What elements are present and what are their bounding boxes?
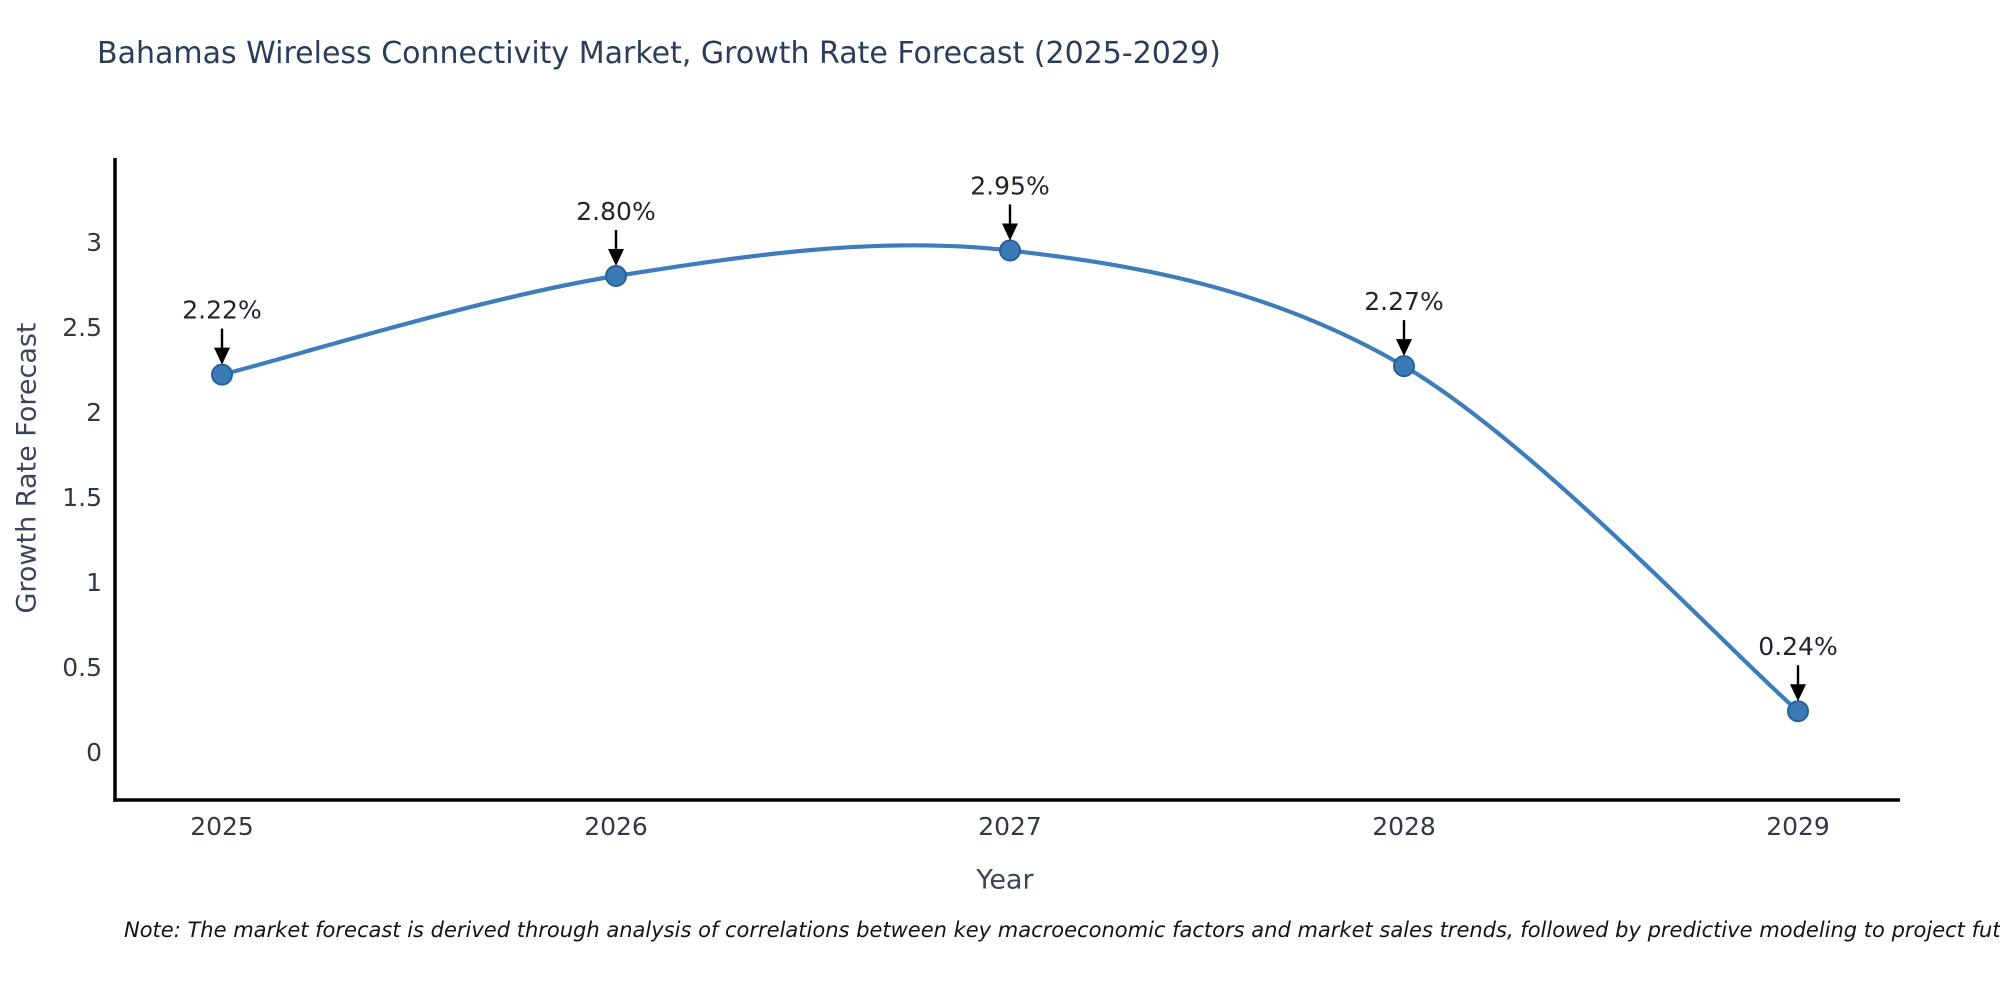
data-point-marker (1787, 700, 1809, 723)
y-tick-label: 1 (86, 568, 102, 597)
x-tick-label: 2029 (1766, 812, 1830, 841)
footnote: Note: The market forecast is derived thr… (124, 918, 2000, 942)
x-tick-label: 2026 (584, 812, 648, 841)
y-tick-label: 3 (86, 228, 102, 257)
point-value-label: 0.24% (1758, 632, 1837, 661)
y-tick-label: 2 (86, 398, 102, 427)
annotation-arrow-head (1396, 339, 1412, 357)
annotation-arrow-head (214, 347, 230, 365)
data-point-marker (605, 265, 627, 287)
x-axis-title: Year (976, 864, 1034, 896)
point-value-label: 2.80% (576, 197, 655, 226)
data-point-marker (211, 363, 233, 386)
annotation-arrow-head (1002, 223, 1018, 241)
y-tick-label: 0.5 (62, 653, 102, 682)
y-tick-label: 2.5 (62, 313, 102, 342)
x-tick-label: 2027 (978, 812, 1042, 841)
x-tick-label: 2025 (190, 812, 254, 841)
forecast-line (219, 243, 1801, 714)
data-point-marker (999, 239, 1021, 262)
point-value-label: 2.27% (1364, 287, 1443, 316)
point-value-label: 2.95% (970, 172, 1049, 201)
chart-title: Bahamas Wireless Connectivity Market, Gr… (97, 36, 1221, 71)
point-value-label: 2.22% (182, 296, 261, 325)
y-tick-label: 0 (86, 738, 102, 767)
annotation-arrow-head (608, 249, 624, 266)
data-point-marker (1393, 355, 1415, 378)
y-tick-label: 1.5 (62, 483, 102, 512)
x-tick-label: 2028 (1372, 812, 1436, 841)
annotation-arrow-head (1790, 684, 1806, 702)
